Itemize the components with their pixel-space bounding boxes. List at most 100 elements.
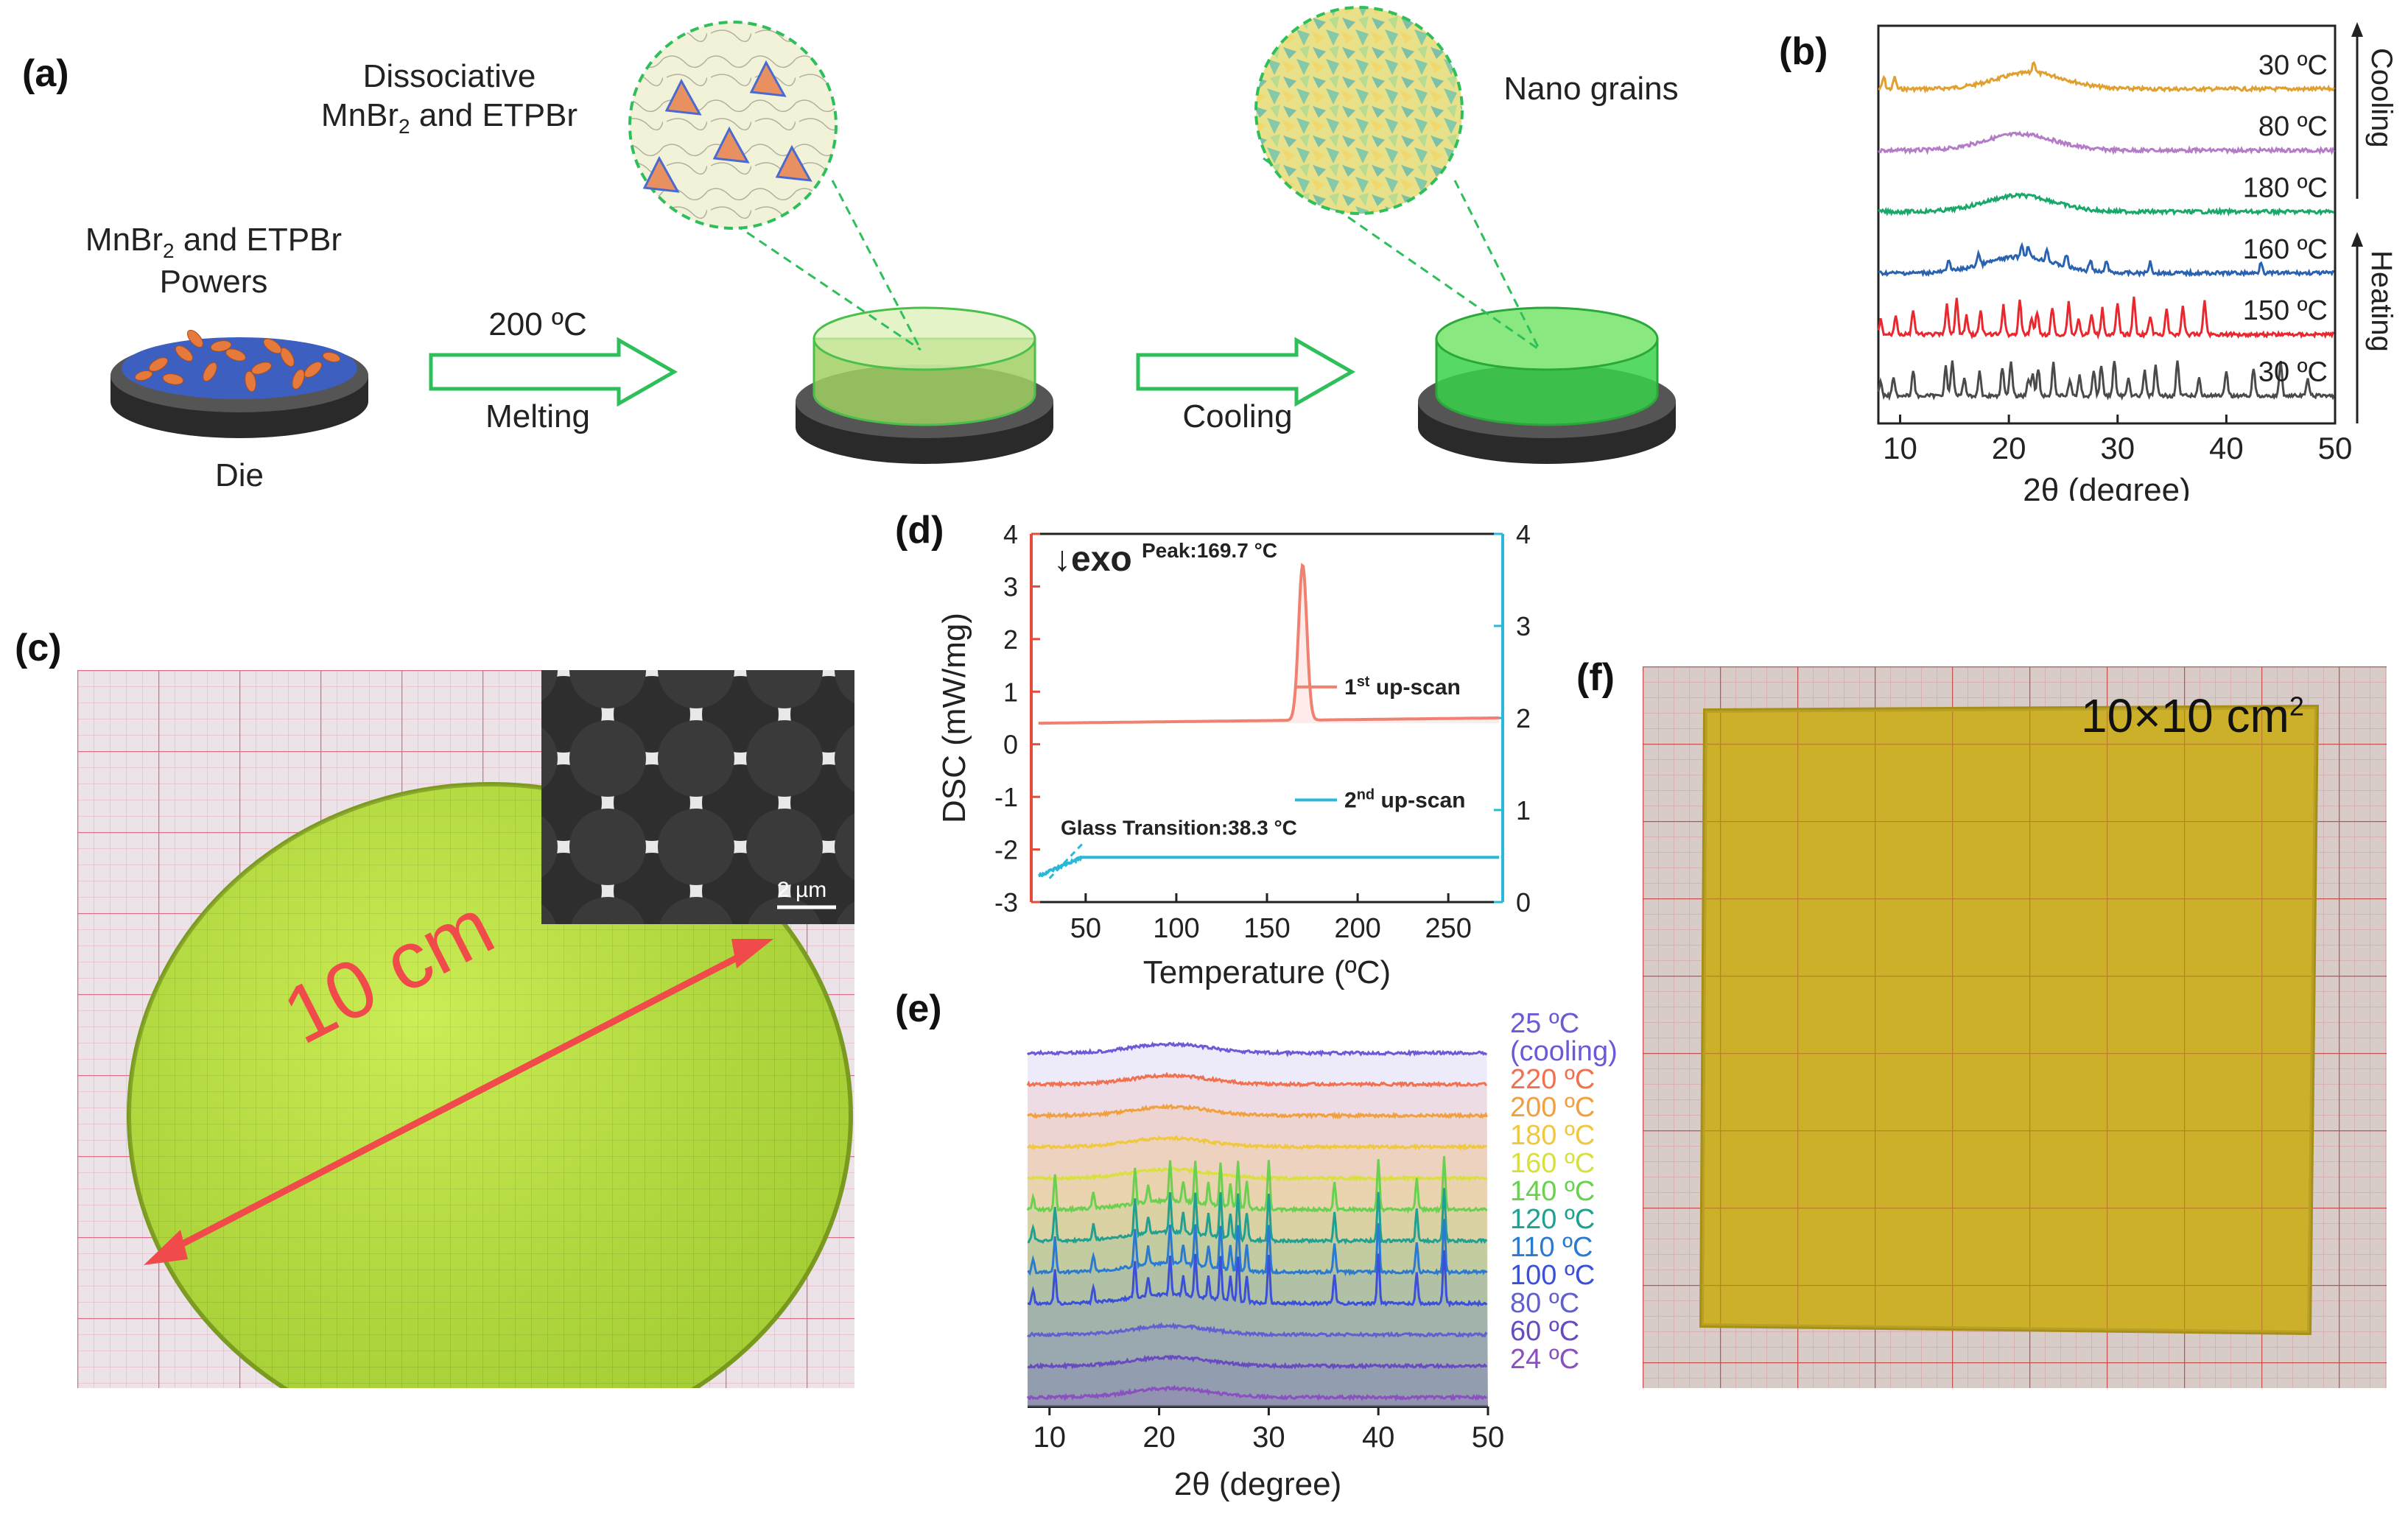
melt-temp-caption: 200 ºC (488, 306, 587, 342)
series-line (1027, 1322, 1488, 1339)
panel-d-label: (d) (895, 509, 944, 552)
series-fill (1028, 1043, 1488, 1406)
melting-arrow (429, 337, 678, 407)
x-tick-label: 150 (1243, 913, 1290, 944)
die-with-powder (110, 329, 368, 438)
series-line (1026, 1071, 1487, 1089)
y-tick-label: -2 (994, 835, 1018, 865)
series-line (1878, 191, 2335, 217)
x-tick-label: 10 (1033, 1421, 1067, 1454)
cooling-arrow (1136, 337, 1356, 407)
panel-e-label: (e) (895, 987, 942, 1030)
series-label: 150 ºC (2243, 295, 2328, 326)
variable-temperature-xrd-chart: 10 20 30 40 50 2θ (degree) 25 ºC(cooling)220 º… (1026, 1009, 1618, 1502)
x-tick-label: 40 (1362, 1421, 1395, 1454)
scale-bar-label: 2 µm (777, 878, 827, 902)
peak-annotation: Peak:169.7 °C (1142, 539, 1277, 562)
y-tick-label: -1 (994, 782, 1018, 812)
cooling-caption: Cooling (1182, 398, 1293, 434)
series-label-line2: (cooling) (1510, 1036, 1618, 1067)
series-label: 160 ºC (2243, 234, 2328, 265)
series-label: 110 ºC (1510, 1232, 1593, 1263)
cooling-arrowhead (2351, 22, 2363, 37)
die-with-melt (796, 306, 1053, 464)
x-tick-label: 20 (1992, 431, 2026, 465)
x-axis-label: Temperature (ºC) (1143, 954, 1391, 990)
x-tick-label: 40 (2209, 431, 2244, 465)
y-tick-label: 1 (1003, 677, 1018, 707)
series-label: 24 ºC (1510, 1344, 1579, 1375)
series-label: 180 ºC (2243, 173, 2328, 204)
square-glass-photo: 10×10 cm2 (1643, 666, 2387, 1388)
series-1-fill (1038, 566, 1500, 724)
y2-tick-label: 4 (1516, 519, 1531, 549)
panel-f-label: (f) (1576, 656, 1615, 699)
y-axis-label: DSC (mW/mg) (936, 613, 972, 823)
series-line (1026, 1384, 1488, 1402)
exo-label: ↓exo (1053, 540, 1132, 579)
x-tick-label: 10 (1883, 431, 1917, 465)
series-fill (1028, 1105, 1488, 1406)
series-1-label: 1st up-scan (1344, 674, 1461, 700)
series-label: 200 ºC (1510, 1092, 1595, 1123)
series-line (1878, 242, 2334, 278)
series-label: 120 ºC (1510, 1204, 1595, 1235)
y-tick-label: -3 (994, 887, 1018, 918)
series-2-label: 2nd up-scan (1344, 786, 1465, 812)
y-tick-label: 0 (1003, 730, 1018, 760)
series-2-line (1038, 855, 1500, 878)
powder-caption: MnBr2 and ETPBr Powers (85, 222, 343, 300)
x-tick-label: 50 (2318, 431, 2353, 465)
y2-tick-label: 0 (1516, 887, 1531, 918)
square-photo-art (1643, 666, 2387, 1388)
series-line (1027, 1135, 1488, 1152)
x-tick-label: 50 (1472, 1421, 1505, 1454)
series-line (1026, 1041, 1488, 1057)
series-label: 160 ºC (1510, 1148, 1595, 1179)
series-label: 80 ºC (2258, 111, 2328, 142)
dsc-chart: 50 100 150 200 250 -3 -2 -1 0 1 2 3 4 0 1 2 3 4 Temperatur… (936, 519, 1531, 990)
nano-grains-caption: Nano grains (1503, 71, 1679, 107)
size-label: 10×10 cm2 (2081, 689, 2304, 742)
dissociative-caption: Dissociative MnBr2 and ETPBr (320, 58, 578, 138)
panel-a-illustration (110, 6, 1676, 464)
glass-tangent (1048, 843, 1084, 879)
x-tick-label: 30 (1252, 1421, 1285, 1454)
disk-photo-art (77, 670, 854, 1388)
y2-tick-label: 3 (1516, 611, 1531, 641)
series-label: 180 ºC (1510, 1120, 1595, 1151)
x-tick-label: 20 (1142, 1421, 1176, 1454)
series-fill (1028, 1356, 1488, 1406)
series-fill (1028, 1156, 1488, 1406)
series-label: 30 ºC (2258, 50, 2328, 81)
die-with-grains (1418, 306, 1676, 464)
series-line (1027, 1166, 1488, 1183)
series-fill (1028, 1168, 1488, 1406)
series-line (1027, 1188, 1488, 1245)
x-tick-label: 100 (1153, 913, 1199, 944)
series-line (1027, 1354, 1488, 1370)
series-line (1877, 296, 2334, 340)
grains-zoom-circle (1254, 6, 1541, 351)
die-caption: Die (214, 457, 264, 493)
x-tick-label: 250 (1425, 913, 1471, 944)
series-label: 100 ºC (1510, 1260, 1595, 1291)
series-line (1027, 1219, 1488, 1276)
melting-caption: Melting (485, 398, 590, 434)
y2-tick-label: 2 (1516, 703, 1531, 733)
series-line (1026, 1156, 1488, 1214)
series-label: 30 ºC (2258, 357, 2328, 388)
y-tick-label: 4 (1003, 519, 1018, 549)
series-label: 80 ºC (1510, 1288, 1579, 1319)
heating-arrowhead (2351, 232, 2363, 247)
xrd-temperature-chart: 10 20 30 40 50 2θ (degree) 30 ºC 80 ºC 180 ºC 160… (1877, 22, 2398, 501)
series-line (1027, 1250, 1488, 1308)
x-tick-label: 200 (1334, 913, 1380, 944)
series-label: 140 ºC (1510, 1176, 1595, 1207)
series-label: 60 ºC (1510, 1316, 1579, 1347)
y-tick-label: 3 (1003, 571, 1018, 602)
panel-b-label: (b) (1779, 30, 1828, 73)
plot-frame (1877, 24, 2337, 425)
series-line (1878, 60, 2335, 94)
series-line (1877, 360, 2335, 401)
